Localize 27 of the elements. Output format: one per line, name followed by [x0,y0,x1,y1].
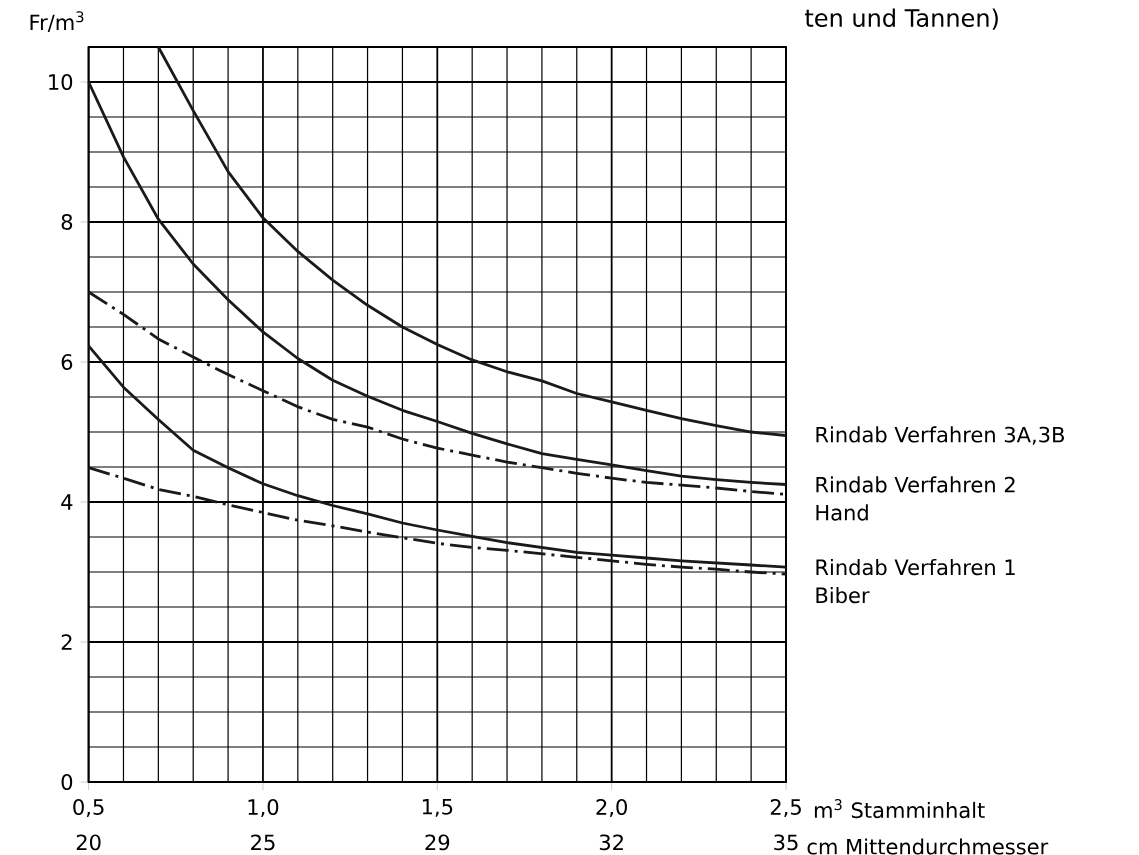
text: 35 [774,834,798,851]
x-tick-label: 2,5 [770,799,801,818]
y-tick-label: 10 [49,74,73,91]
y-tick-label: 2 [61,634,72,650]
x-axis-title: m$^{3}$ Stamminhalt [814,799,985,819]
text: 32 [599,834,623,851]
text: 29 [425,834,450,851]
x-tick-label: 2,0 [596,799,627,818]
series-label: Rindab Verfahren 1 [816,559,1015,576]
series-label: Rindab Verfahren 2 [816,476,1015,493]
x-tick-label: 1,0 [248,799,279,818]
line-series [87,80,788,487]
y-tick-label: 0 [61,774,73,791]
series-label: Hand [816,504,868,521]
text: ten und Tannen) [805,8,998,30]
text: cm Mittendurchmesser [807,838,1049,855]
text: 25 [251,834,275,851]
series-label: Biber [816,587,870,604]
y-tick-label: 6 [61,354,73,371]
x-tick-label: 1,5 [422,799,453,817]
text: 20 [76,834,101,851]
line-series [156,45,788,438]
y-axis-title: Fr/m$^{3}$ [30,11,84,33]
y-tick-label: 4 [61,494,73,510]
x-tick-label: 0,5 [73,799,104,818]
y-tick-label: 8 [61,214,73,231]
series-label: Rindab Verfahren 3A,3B [816,426,1064,445]
